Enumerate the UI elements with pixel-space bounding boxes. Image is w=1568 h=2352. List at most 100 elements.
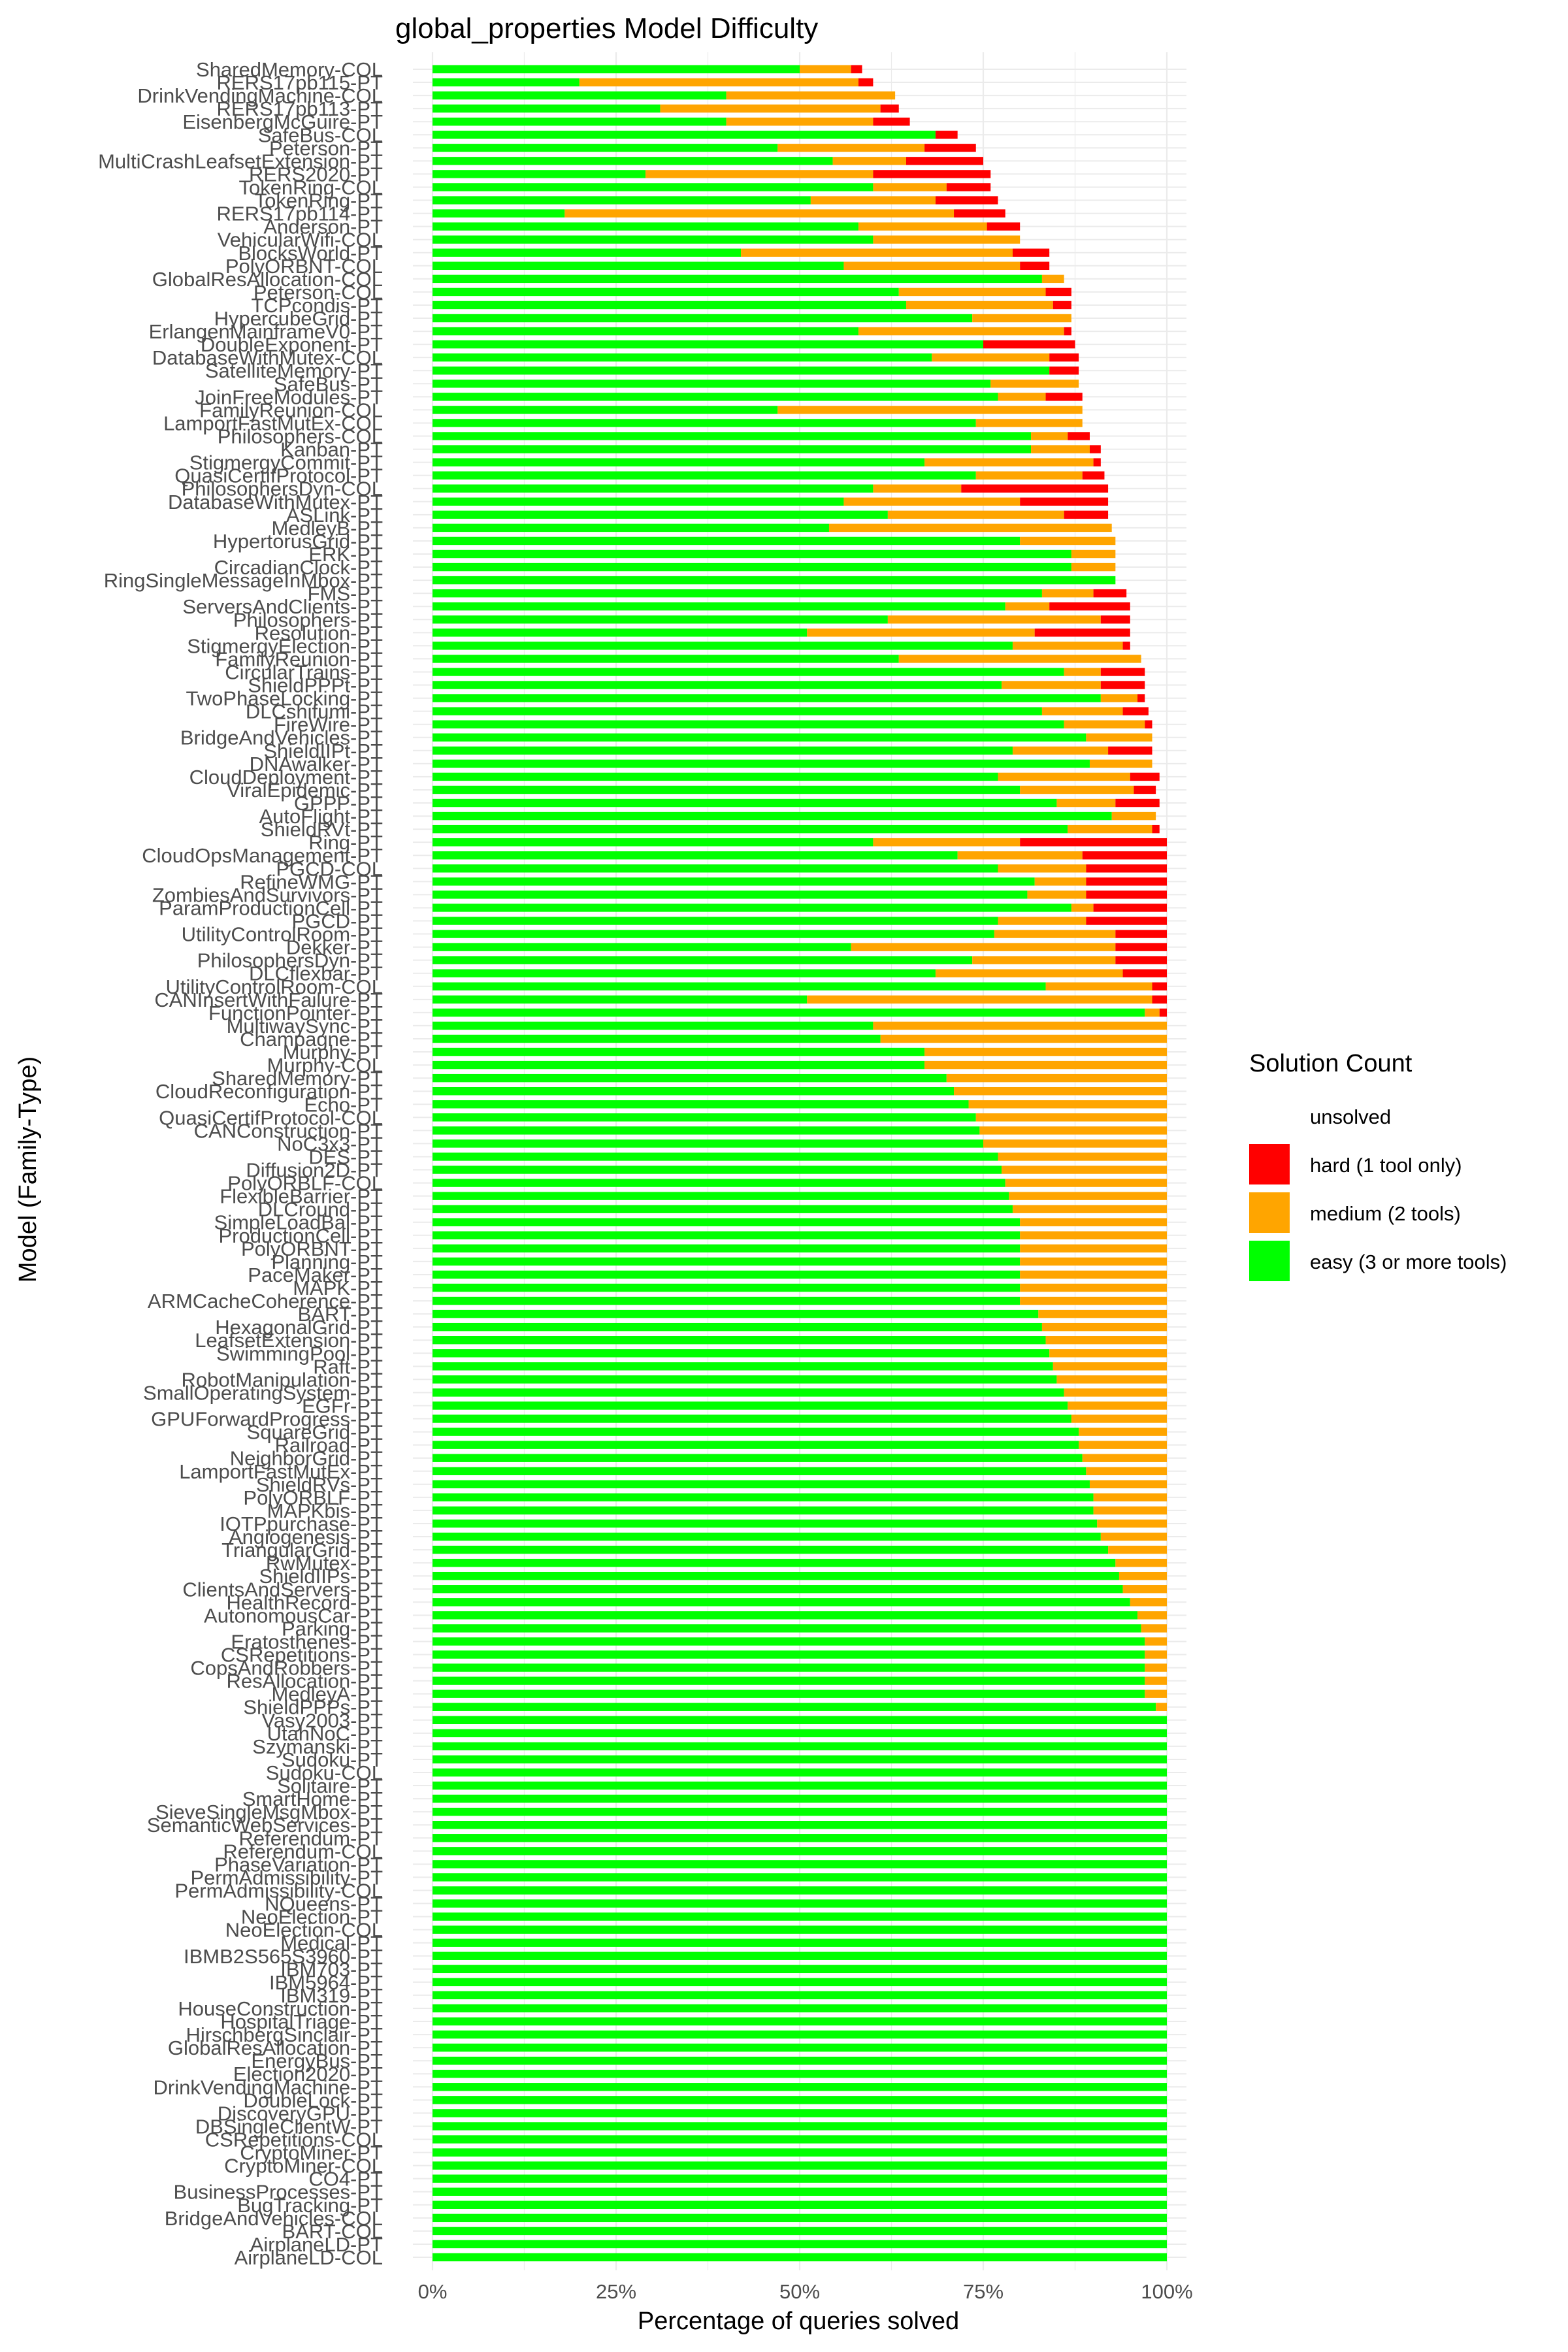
bar-hard bbox=[1086, 864, 1167, 873]
bar-easy bbox=[433, 1899, 1167, 1908]
y-tick-label: Resolution-PT bbox=[255, 621, 383, 644]
bar-medium bbox=[998, 393, 1046, 401]
legend-label-easy: easy (3 or more tools) bbox=[1310, 1250, 1507, 1273]
bar-easy bbox=[433, 1021, 874, 1030]
bar-medium bbox=[924, 1047, 1167, 1056]
bar-easy bbox=[433, 1218, 1021, 1226]
bar-medium bbox=[726, 91, 896, 100]
bar-medium bbox=[645, 170, 874, 178]
y-tick-label: CircadianClock-PT bbox=[214, 556, 383, 579]
bar-easy bbox=[433, 380, 991, 388]
y-tick-label: Referendum-PT bbox=[238, 1827, 383, 1850]
y-tick-label: AutonomousCar-PT bbox=[204, 1604, 383, 1627]
y-tick-label: ShieldPPPt-PT bbox=[248, 674, 383, 697]
y-tick-label: ParamProductionCell-PT bbox=[159, 896, 383, 919]
bar-medium bbox=[1056, 798, 1116, 808]
y-tick-label: FamilyReunion-COL bbox=[199, 399, 383, 421]
y-tick-label: ShieldIIPs-PT bbox=[259, 1565, 383, 1588]
bar-hard bbox=[954, 209, 1005, 218]
bar-easy bbox=[433, 1519, 1098, 1528]
legend-label-medium: medium (2 tools) bbox=[1310, 1202, 1461, 1225]
y-tick-label: ARMCacheCoherence-PT bbox=[148, 1290, 383, 1313]
y-tick-label: PolyORBNT-PT bbox=[241, 1237, 383, 1260]
bars bbox=[433, 65, 1167, 2262]
bar-easy bbox=[433, 1886, 1167, 1895]
bar-easy bbox=[433, 222, 858, 231]
y-tick-label: IBM5964-PT bbox=[269, 1971, 383, 1994]
bar-medium bbox=[887, 510, 1064, 519]
y-tick-label: TokenRing-COL bbox=[238, 176, 383, 199]
bar-easy bbox=[433, 1283, 1021, 1292]
y-tick-label: CO4-PT bbox=[308, 2168, 383, 2191]
bar-medium bbox=[1141, 1624, 1167, 1633]
bar-hard bbox=[1093, 458, 1101, 466]
bar-easy bbox=[433, 956, 973, 964]
bar-easy bbox=[433, 969, 936, 977]
bar-easy bbox=[433, 209, 565, 218]
bar-medium bbox=[1145, 1650, 1167, 1659]
bar-medium bbox=[564, 209, 955, 218]
bar-easy bbox=[433, 1375, 1057, 1384]
bar-medium bbox=[975, 1113, 1167, 1122]
bar-easy bbox=[433, 982, 1046, 990]
y-tick-label: NeoElection-PT bbox=[241, 1906, 383, 1929]
bar-medium bbox=[954, 1086, 1167, 1096]
bar-easy bbox=[433, 1781, 1167, 1790]
bar-medium bbox=[1082, 1454, 1167, 1462]
bar-medium bbox=[968, 1100, 1167, 1109]
y-tick-label: ClientsAndServers-PT bbox=[182, 1578, 383, 1601]
bar-easy bbox=[433, 2004, 1167, 2013]
bar-easy bbox=[433, 1454, 1083, 1462]
bar-easy bbox=[433, 1231, 1021, 1240]
bar-easy bbox=[433, 2056, 1167, 2065]
bar-hard bbox=[1086, 890, 1167, 899]
bar-hard bbox=[935, 196, 998, 204]
bar-medium bbox=[1012, 642, 1123, 650]
bar-easy bbox=[433, 1624, 1141, 1633]
y-tick-label: Election2020-PT bbox=[233, 2063, 383, 2085]
bar-hard bbox=[1130, 772, 1160, 781]
bar-medium bbox=[1045, 1336, 1167, 1345]
bar-easy bbox=[433, 2043, 1167, 2052]
bar-hard bbox=[1012, 248, 1050, 257]
y-tick-label: Peterson-COL bbox=[253, 281, 383, 304]
y-tick-label: CloudOpsManagement-PT bbox=[142, 844, 383, 867]
bar-easy bbox=[433, 432, 1032, 440]
x-tick-label: 75% bbox=[963, 2280, 1004, 2303]
bar-hard bbox=[1093, 904, 1167, 912]
bar-easy bbox=[433, 694, 1101, 702]
bar-easy bbox=[433, 1637, 1145, 1646]
bar-easy bbox=[433, 2213, 1167, 2223]
bar-medium bbox=[1053, 1362, 1167, 1371]
y-tick-label: Planning-PT bbox=[271, 1250, 383, 1273]
bar-easy bbox=[433, 877, 1035, 886]
bar-medium bbox=[741, 248, 1013, 257]
bar-medium bbox=[1064, 1388, 1167, 1397]
y-tick-label: CryptoMiner-COL bbox=[224, 2155, 383, 2178]
bar-medium bbox=[1012, 746, 1109, 755]
y-tick-label: CircularTrains-PT bbox=[225, 661, 383, 683]
y-tick-label: BridgeAndVehicles-COL bbox=[165, 2207, 383, 2230]
bar-medium bbox=[807, 995, 1152, 1004]
bar-easy bbox=[433, 825, 1068, 834]
y-axis-title: Model (Family-Type) bbox=[14, 1056, 42, 1282]
y-tick-label: Peterson-PT bbox=[269, 137, 383, 159]
bar-medium bbox=[843, 261, 1021, 270]
bar-easy bbox=[433, 1545, 1109, 1554]
y-tick-label: RERS17pb113-PT bbox=[217, 97, 384, 120]
bar-easy bbox=[433, 1113, 976, 1122]
bar-medium bbox=[1097, 1519, 1167, 1528]
y-tick-label: EisenbergMcGuire-PT bbox=[182, 110, 383, 133]
y-tick-label: ResAllocation-PT bbox=[227, 1670, 384, 1693]
y-tick-label: UtilityControlRoom-COL bbox=[166, 975, 383, 998]
bar-easy bbox=[433, 91, 727, 100]
y-tick-label: BridgeAndVehicles-PT bbox=[180, 727, 383, 749]
bar-easy bbox=[433, 1925, 1167, 1934]
y-tick-label: ASLink-PT bbox=[286, 504, 383, 527]
bar-medium bbox=[1108, 1545, 1167, 1554]
y-tick-label: HypertorusGrid-PT bbox=[213, 530, 383, 553]
y-tick-label: HirschbergSinclair-PT bbox=[186, 2023, 384, 2046]
y-tick-label: DrinkVendingMachine-PT bbox=[153, 2076, 383, 2099]
bar-medium bbox=[851, 943, 1116, 951]
bar-medium bbox=[998, 1152, 1167, 1161]
